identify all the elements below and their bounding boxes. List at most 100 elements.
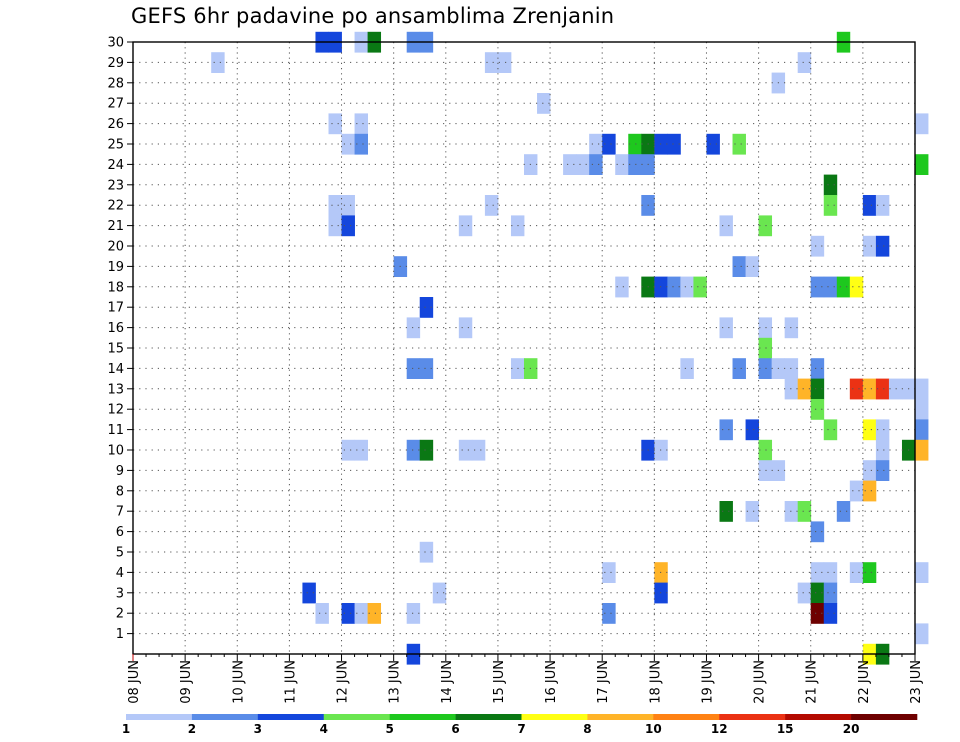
colorbar-label: 1: [122, 722, 130, 736]
precip-cell: [810, 603, 825, 624]
precip-cell: [915, 439, 929, 461]
precip-cell: [810, 521, 825, 543]
y-tick-label: 9: [116, 464, 124, 479]
precip-cell: [836, 501, 851, 522]
precip-cell: [915, 113, 929, 135]
precip-cell: [328, 195, 342, 216]
x-tick-label: 23 JUN: [909, 660, 924, 704]
precip-cell: [719, 501, 733, 522]
precip-cell: [915, 154, 929, 175]
x-tick-label: 11 JUN: [283, 660, 298, 704]
precip-cell: [432, 582, 447, 604]
precip-cell: [862, 562, 877, 583]
x-tick-label: 12 JUN: [336, 660, 351, 704]
precip-cell: [758, 215, 773, 237]
precip-cell: [354, 603, 368, 624]
precip-cell: [732, 133, 746, 155]
colorbar-legend: 1 2 3 4 5 6 7 8 10 12 15 20: [122, 714, 918, 736]
precip-cell: [849, 480, 864, 502]
precip-cell: [302, 582, 316, 604]
y-tick-label: 27: [107, 97, 124, 112]
precip-cell: [862, 419, 877, 441]
precip-cell: [810, 358, 825, 379]
precip-cell: [823, 195, 838, 216]
precip-cell: [719, 419, 733, 441]
precip-cell: [406, 439, 421, 461]
precip-cell: [315, 603, 329, 624]
precip-cell: [875, 195, 890, 216]
precip-cell: [497, 52, 512, 73]
precip-cell: [341, 603, 355, 624]
precip-cell: [602, 562, 616, 583]
colorbar-label: 3: [254, 722, 262, 736]
y-tick-label: 16: [107, 321, 124, 336]
precip-cell: [615, 154, 629, 175]
y-tick-label: 15: [107, 342, 124, 357]
precip-cell: [628, 133, 642, 155]
precip-cell: [823, 562, 838, 583]
precip-cell: [758, 460, 773, 481]
precip-cell: [719, 317, 733, 339]
y-tick-label: 23: [107, 178, 124, 193]
colorbar-label: 20: [843, 722, 860, 736]
precip-cell: [563, 154, 577, 175]
precip-cell: [862, 378, 877, 400]
precip-cell: [823, 419, 838, 441]
y-tick-label: 22: [107, 199, 124, 214]
colorbar-label: 5: [385, 722, 393, 736]
precip-cell: [915, 419, 929, 441]
colorbar-segment: [126, 714, 193, 720]
x-tick-label: 19 JUN: [701, 660, 716, 704]
precip-cell: [745, 256, 759, 277]
x-tick-label: 08 JUN: [127, 660, 142, 704]
colorbar-label: 10: [645, 722, 662, 736]
precip-cell: [758, 337, 773, 359]
precip-cell: [667, 276, 681, 298]
y-tick-label: 14: [107, 362, 124, 377]
x-tick-label: 22 JUN: [857, 660, 872, 704]
x-tick-label: 20 JUN: [753, 660, 768, 704]
precip-cell: [810, 399, 825, 420]
y-tick-label: 17: [107, 301, 124, 316]
precip-cell: [406, 358, 421, 379]
colorbar-label: 6: [451, 722, 459, 736]
y-tick-label: 4: [116, 566, 124, 581]
precip-cell: [810, 276, 825, 298]
precip-cell: [484, 52, 499, 73]
precip-cell: [484, 195, 499, 216]
y-tick-label: 1: [116, 627, 124, 642]
precip-cell: [732, 358, 746, 379]
precip-cell: [745, 419, 759, 441]
precip-cell: [471, 439, 486, 461]
precip-cell: [419, 297, 434, 318]
precip-cell: [849, 562, 864, 583]
y-tick-label: 25: [107, 138, 124, 153]
precip-cell: [915, 623, 929, 645]
precip-cell: [810, 378, 825, 400]
precip-cell: [602, 133, 616, 155]
precip-cell: [341, 215, 355, 237]
x-tick-label: 09 JUN: [179, 660, 194, 704]
colorbar-segment: [257, 714, 325, 720]
colorbar-segment: [323, 714, 390, 720]
precip-cell: [667, 133, 681, 155]
precip-cell: [615, 276, 629, 298]
y-tick-label: 13: [107, 382, 124, 397]
precip-cell: [849, 378, 864, 400]
x-tick-label: 13 JUN: [388, 660, 403, 704]
x-tick-label: 18 JUN: [648, 660, 663, 704]
x-tick-label: 17 JUN: [596, 660, 611, 704]
precip-cell: [875, 419, 890, 441]
precip-cell: [810, 582, 825, 604]
precip-cell: [915, 378, 929, 400]
y-tick-label: 11: [107, 423, 124, 438]
precip-cell: [589, 133, 603, 155]
precip-cell: [602, 603, 616, 624]
precip-cell: [328, 113, 342, 135]
precip-cell: [719, 215, 733, 237]
precip-cell: [862, 480, 877, 502]
precip-cell: [458, 439, 473, 461]
precip-cell: [706, 133, 720, 155]
precip-cell: [823, 603, 838, 624]
